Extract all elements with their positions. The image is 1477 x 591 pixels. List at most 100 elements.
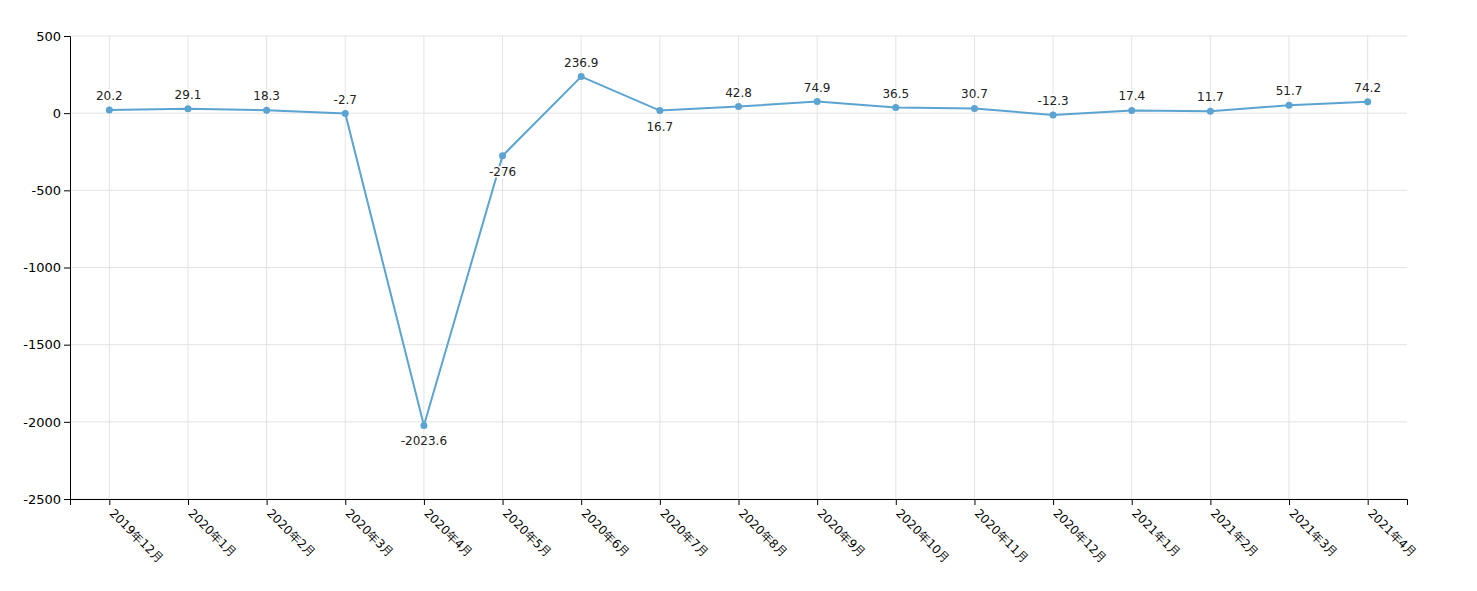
marker bbox=[892, 104, 899, 111]
plot: -2500 -2000 -1500 -1000 -500 0 500 2019年12月 2020… bbox=[23, 29, 1419, 566]
x-tick: 2020年10月 bbox=[893, 499, 952, 565]
grid-line-x bbox=[109, 36, 110, 499]
x-tick: 2020年12月 bbox=[1050, 499, 1109, 565]
y-tick-label: 500 bbox=[36, 29, 61, 44]
data-label: 236.9 bbox=[564, 56, 598, 70]
data-label: 17.4 bbox=[1118, 89, 1145, 103]
x-tick: 2020年4月 bbox=[421, 499, 475, 560]
marker bbox=[342, 110, 349, 117]
x-tick: 2020年6月 bbox=[579, 499, 633, 560]
x-tick: 2020年1月 bbox=[185, 499, 239, 560]
marker bbox=[499, 152, 506, 159]
y-tick-mark bbox=[64, 190, 70, 191]
x-tick-label: 2020年4月 bbox=[421, 506, 475, 560]
grid-line-x bbox=[581, 36, 582, 499]
marker bbox=[106, 107, 113, 114]
marker bbox=[1364, 98, 1371, 105]
data-label: 18.3 bbox=[253, 89, 280, 103]
grid-line-x bbox=[1367, 36, 1368, 499]
data-label: 74.9 bbox=[804, 81, 831, 95]
marker bbox=[814, 98, 821, 105]
x-tick-label: 2020年8月 bbox=[736, 506, 790, 560]
grid-line-x bbox=[1210, 36, 1211, 499]
x-tick-label: 2021年2月 bbox=[1208, 506, 1262, 560]
grid-line-x bbox=[423, 36, 424, 499]
x-axis-line bbox=[71, 500, 1408, 506]
x-tick-label: 2020年1月 bbox=[185, 506, 239, 560]
grid-line-x bbox=[659, 36, 660, 499]
marker bbox=[578, 73, 585, 80]
marker bbox=[735, 103, 742, 110]
y-tick: 500 bbox=[36, 29, 70, 44]
data-label: -2.7 bbox=[334, 93, 357, 107]
marker bbox=[971, 105, 978, 112]
x-tick-mark bbox=[345, 499, 346, 505]
marks bbox=[106, 73, 1371, 429]
y-tick-mark bbox=[64, 422, 70, 423]
x-tick: 2021年3月 bbox=[1286, 499, 1340, 560]
x-tick-mark bbox=[581, 499, 582, 505]
data-label: 30.7 bbox=[961, 87, 988, 101]
x-tick-label: 2019年12月 bbox=[107, 506, 166, 565]
x-tick-mark bbox=[424, 499, 425, 505]
marker bbox=[1207, 108, 1214, 115]
y-tick-label: -500 bbox=[31, 183, 61, 198]
x-tick-mark bbox=[188, 499, 189, 505]
data-label: -2023.6 bbox=[401, 434, 447, 448]
y-tick: -1500 bbox=[23, 337, 70, 352]
x-tick-mark bbox=[1053, 499, 1054, 505]
data-label: -276 bbox=[489, 165, 516, 179]
x-axis: 2019年12月 2020年1月 2020年2月 2020年3月 2020年4月 2020… bbox=[71, 499, 1419, 565]
x-tick: 2020年7月 bbox=[657, 499, 711, 560]
x-tick-label: 2021年3月 bbox=[1286, 506, 1340, 560]
data-label: 20.2 bbox=[96, 89, 123, 103]
x-tick-label: 2020年9月 bbox=[815, 506, 869, 560]
x-tick-mark bbox=[1132, 499, 1133, 505]
data-label: -12.3 bbox=[1038, 94, 1069, 108]
x-tick-mark bbox=[896, 499, 897, 505]
x-tick: 2020年2月 bbox=[264, 499, 318, 560]
x-tick: 2021年1月 bbox=[1129, 499, 1183, 560]
y-axis-line bbox=[64, 37, 71, 500]
x-tick-mark bbox=[1368, 499, 1369, 505]
x-tick-label: 2020年5月 bbox=[500, 506, 554, 560]
chart-svg: -2500 -2000 -1500 -1000 -500 0 500 2019年12月 2020… bbox=[0, 0, 1477, 591]
x-tick: 2020年8月 bbox=[736, 499, 790, 560]
x-tick: 2020年3月 bbox=[343, 499, 397, 560]
y-axis: -2500 -2000 -1500 -1000 -500 0 500 bbox=[23, 29, 70, 507]
line bbox=[109, 77, 1367, 426]
x-tick-mark bbox=[267, 499, 268, 505]
x-tick-label: 2021年4月 bbox=[1365, 506, 1419, 560]
y-tick: -2500 bbox=[23, 492, 70, 507]
x-tick-label: 2020年6月 bbox=[579, 506, 633, 560]
data-label: 36.5 bbox=[882, 87, 909, 101]
x-tick-mark bbox=[109, 499, 110, 505]
grid-line-x bbox=[502, 36, 503, 499]
x-tick-label: 2020年7月 bbox=[657, 506, 711, 560]
grid bbox=[70, 36, 1407, 499]
y-tick: 0 bbox=[53, 106, 70, 121]
y-tick-mark bbox=[64, 268, 70, 269]
x-tick-label: 2020年10月 bbox=[893, 506, 952, 565]
y-tick: -1000 bbox=[23, 260, 70, 275]
x-tick: 2020年9月 bbox=[815, 499, 869, 560]
data-label: 74.2 bbox=[1354, 81, 1381, 95]
data-label: 11.7 bbox=[1197, 90, 1224, 104]
grid-line-x bbox=[1131, 36, 1132, 499]
x-tick: 2021年4月 bbox=[1365, 499, 1419, 560]
marker bbox=[184, 105, 191, 112]
y-tick-label: -2500 bbox=[23, 492, 61, 507]
y-tick-label: 0 bbox=[53, 106, 61, 121]
x-tick-label: 2021年1月 bbox=[1129, 506, 1183, 560]
marker bbox=[420, 422, 427, 429]
chart-container: -2500 -2000 -1500 -1000 -500 0 500 2019年12月 2020… bbox=[0, 0, 1477, 591]
y-tick-mark bbox=[64, 499, 70, 500]
y-tick: -2000 bbox=[23, 414, 70, 429]
x-tick-mark bbox=[1289, 499, 1290, 505]
y-tick: -500 bbox=[31, 183, 70, 198]
x-tick-label: 2020年3月 bbox=[343, 506, 397, 560]
x-tick-mark bbox=[974, 499, 975, 505]
y-tick-label: -1000 bbox=[23, 260, 61, 275]
x-tick-mark bbox=[739, 499, 740, 505]
y-tick-label: -1500 bbox=[23, 337, 61, 352]
